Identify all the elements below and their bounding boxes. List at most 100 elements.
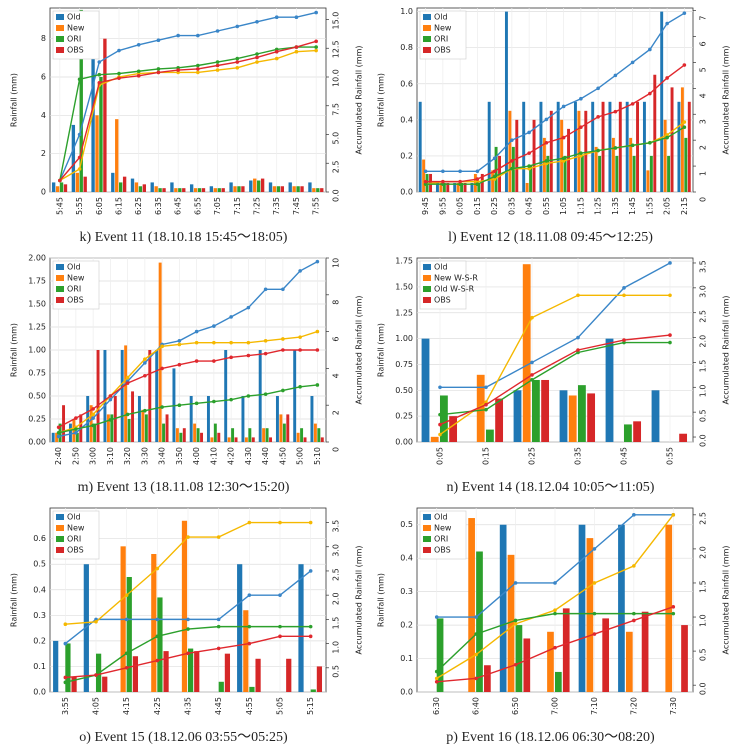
bar: [642, 101, 646, 192]
legend-swatch: [423, 264, 431, 270]
line-marker: [622, 293, 626, 298]
x-tick-label: 2:40: [54, 447, 63, 465]
line-marker: [592, 611, 597, 616]
y-tick-label: 2.00: [28, 254, 46, 263]
line-marker: [513, 581, 518, 585]
bar: [310, 396, 314, 442]
bar: [653, 74, 657, 192]
bar: [605, 338, 614, 442]
legend-label: OBS: [434, 296, 451, 305]
bar: [555, 671, 562, 692]
bar: [476, 551, 483, 692]
legend-swatch: [423, 286, 431, 292]
bar: [209, 186, 214, 192]
bar: [649, 155, 653, 192]
line-marker: [527, 166, 531, 171]
bar: [241, 396, 245, 442]
bar: [440, 395, 448, 442]
y2-axis-label: Accumulated Rainfall (mm): [355, 46, 364, 155]
bar: [525, 182, 529, 192]
bar: [51, 182, 56, 192]
line-marker: [263, 351, 268, 356]
bar: [163, 651, 169, 692]
bar: [103, 350, 107, 442]
bar: [155, 350, 159, 442]
line-marker: [97, 60, 102, 64]
legend: Old New ORI OBS: [52, 10, 100, 60]
line-marker: [156, 38, 161, 42]
line-marker: [648, 140, 652, 145]
legend: Old New W-S-R Old W-S-R OBS: [419, 260, 478, 310]
line-marker: [315, 329, 320, 334]
caption: n) Event 14 (18.12.04 10:05～11:05): [447, 480, 655, 495]
y2-tick-label: 7: [699, 15, 708, 20]
bar: [200, 432, 204, 442]
line-marker: [247, 593, 252, 597]
caption: m) Event 13 (18.11.08 12:30～15:20): [78, 480, 290, 495]
bar: [201, 188, 206, 192]
bar: [446, 182, 450, 192]
line-marker: [294, 45, 299, 49]
bar: [132, 656, 139, 692]
x-tick-label: 0:35: [507, 197, 516, 215]
line-marker: [294, 15, 299, 19]
chart: 0.00 0.25 0.50 0.75 1.00 1.25 1.50 1.75 0.0 0.5 1.…: [377, 257, 731, 496]
x-tick-label: 1:25: [594, 197, 603, 215]
x-tick-label: 5:10: [313, 447, 322, 465]
line-marker: [579, 151, 583, 155]
bar: [680, 87, 684, 192]
line-marker: [458, 179, 462, 184]
y-tick-label: 0.2: [400, 621, 413, 630]
y-tick-label: 0.0: [400, 688, 413, 697]
line-marker: [613, 73, 618, 78]
line-marker: [108, 394, 113, 398]
accumulated-line: [440, 262, 671, 388]
bar: [193, 423, 197, 442]
bar: [53, 640, 59, 692]
legend-swatch: [56, 547, 64, 553]
y-tick-label: 0.1: [400, 654, 413, 663]
x-tick-label: 7:15: [233, 197, 242, 215]
line-marker: [434, 615, 439, 619]
line-marker: [274, 49, 279, 54]
line-marker: [298, 269, 302, 273]
bar: [249, 180, 253, 192]
line-marker: [314, 10, 318, 15]
legend-label: New: [67, 24, 85, 33]
bar: [175, 428, 179, 442]
line-marker: [246, 340, 251, 345]
legend-swatch: [56, 525, 64, 531]
bar: [102, 676, 108, 692]
bar: [425, 173, 429, 192]
bar: [224, 653, 231, 692]
legend-swatch: [56, 47, 64, 53]
line-marker: [665, 76, 669, 80]
y-tick-label: 1.25: [28, 323, 46, 332]
line-marker: [544, 161, 549, 166]
line-marker: [665, 21, 669, 26]
line-marker: [544, 117, 549, 122]
bar: [508, 110, 512, 192]
bar: [93, 423, 97, 442]
y-tick-label: 0.5: [33, 560, 46, 569]
line-marker: [278, 520, 282, 525]
line-marker: [281, 388, 285, 393]
bar: [59, 182, 64, 192]
x-tick-label: 3:00: [89, 447, 98, 465]
y-tick-label: 0.4: [33, 585, 46, 594]
x-tick-label: 7:20: [629, 697, 638, 715]
bar: [174, 188, 178, 192]
x-tick-label: 5:45: [55, 197, 64, 215]
line-marker: [513, 622, 518, 626]
accumulated-line: [59, 40, 317, 181]
x-tick-label: 6:35: [154, 197, 163, 215]
bar: [95, 115, 99, 192]
line-marker: [315, 383, 320, 387]
y2-tick-label: 3.0: [699, 285, 708, 298]
line-marker: [255, 52, 259, 56]
line-marker: [196, 33, 200, 38]
y-tick-label: 0.1: [33, 662, 46, 671]
bar: [515, 119, 519, 192]
line-marker: [216, 646, 221, 651]
line-marker: [632, 618, 636, 623]
